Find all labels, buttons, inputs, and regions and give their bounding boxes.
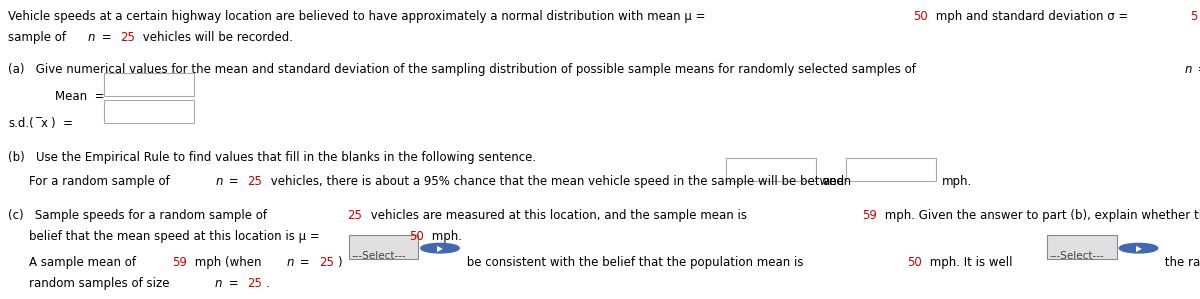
Text: the range of possible means for 95% of all: the range of possible means for 95% of a…	[1162, 256, 1200, 269]
Circle shape	[1120, 243, 1158, 253]
Text: 25: 25	[348, 209, 362, 222]
Text: vehicles, there is about a 95% chance that the mean vehicle speed in the sample : vehicles, there is about a 95% chance th…	[266, 175, 851, 188]
Text: sample of: sample of	[8, 31, 70, 44]
Text: 25: 25	[120, 31, 136, 44]
Text: A sample mean of: A sample mean of	[29, 256, 139, 269]
Text: n: n	[215, 175, 223, 188]
Text: Vehicle speeds at a certain highway location are believed to have approximately : Vehicle speeds at a certain highway loca…	[8, 10, 709, 23]
Circle shape	[421, 243, 460, 253]
Text: )  =: ) =	[50, 117, 73, 129]
Text: s.d.(: s.d.(	[8, 117, 34, 129]
Text: vehicles will be recorded.: vehicles will be recorded.	[139, 31, 293, 44]
Text: ---Select---: ---Select---	[1050, 251, 1104, 261]
Text: mph and standard deviation σ =: mph and standard deviation σ =	[932, 10, 1133, 23]
Text: mph. It is well: mph. It is well	[926, 256, 1020, 269]
FancyBboxPatch shape	[349, 235, 419, 259]
Text: 50: 50	[907, 256, 922, 269]
Text: Mean  =: Mean =	[55, 90, 104, 103]
Text: ---Select---: ---Select---	[352, 251, 406, 261]
Text: mph.: mph.	[428, 230, 462, 243]
Text: ̅x: ̅x	[42, 117, 49, 129]
Text: ▶: ▶	[437, 244, 443, 253]
Text: be consistent with the belief that the population mean is: be consistent with the belief that the p…	[463, 256, 808, 269]
Text: 25: 25	[319, 256, 334, 269]
Text: 5: 5	[1190, 10, 1198, 23]
FancyBboxPatch shape	[726, 158, 816, 181]
Text: ▶: ▶	[1135, 244, 1141, 253]
Text: n: n	[215, 277, 222, 289]
Text: 50: 50	[409, 230, 424, 243]
Text: 25: 25	[247, 175, 263, 188]
FancyBboxPatch shape	[104, 100, 194, 123]
Text: 25: 25	[247, 277, 262, 289]
Text: (a)   Give numerical values for the mean and standard deviation of the sampling : (a) Give numerical values for the mean a…	[8, 63, 920, 76]
Text: vehicles are measured at this location, and the sample mean is: vehicles are measured at this location, …	[367, 209, 750, 222]
Text: mph.: mph.	[942, 175, 972, 188]
Text: random samples of size: random samples of size	[29, 277, 173, 289]
Text: =: =	[224, 175, 242, 188]
FancyBboxPatch shape	[846, 158, 936, 181]
Text: =: =	[1194, 63, 1200, 76]
Text: =: =	[224, 277, 242, 289]
Text: 50: 50	[913, 10, 928, 23]
Text: mph (when: mph (when	[191, 256, 265, 269]
Text: (c)   Sample speeds for a random sample of: (c) Sample speeds for a random sample of	[8, 209, 271, 222]
Text: belief that the mean speed at this location is μ =: belief that the mean speed at this locat…	[29, 230, 323, 243]
Text: n: n	[1184, 63, 1192, 76]
Text: 59: 59	[862, 209, 877, 222]
Text: =: =	[296, 256, 313, 269]
FancyBboxPatch shape	[1048, 235, 1117, 259]
Text: (b)   Use the Empirical Rule to find values that fill in the blanks in the follo: (b) Use the Empirical Rule to find value…	[8, 151, 536, 164]
Text: =: =	[97, 31, 115, 44]
Text: For a random sample of: For a random sample of	[29, 175, 173, 188]
Text: and: and	[822, 175, 845, 188]
Text: n: n	[287, 256, 294, 269]
Text: .: .	[266, 277, 270, 289]
Text: n: n	[88, 31, 96, 44]
Text: 59: 59	[172, 256, 186, 269]
Text: ): )	[338, 256, 347, 269]
FancyBboxPatch shape	[104, 73, 194, 96]
Text: mph. Given the answer to part (b), explain whether this result is consistent wit: mph. Given the answer to part (b), expla…	[881, 209, 1200, 222]
